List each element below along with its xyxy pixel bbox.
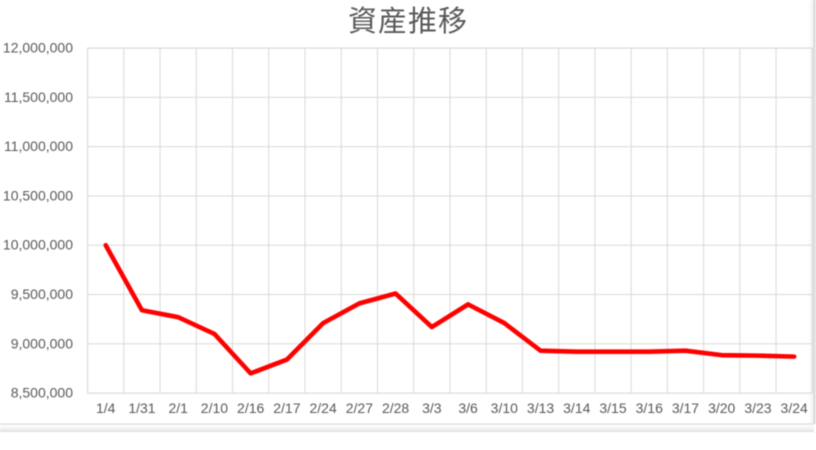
svg-text:3/17: 3/17: [672, 400, 699, 416]
svg-text:2/28: 2/28: [382, 400, 409, 416]
svg-text:8,500,000: 8,500,000: [11, 385, 73, 401]
svg-text:2/24: 2/24: [310, 400, 337, 416]
svg-text:9,000,000: 9,000,000: [11, 335, 73, 351]
svg-text:2/17: 2/17: [273, 400, 300, 416]
svg-text:3/6: 3/6: [458, 400, 478, 416]
svg-text:3/20: 3/20: [708, 400, 735, 416]
svg-text:3/15: 3/15: [599, 400, 626, 416]
svg-text:3/13: 3/13: [527, 400, 554, 416]
svg-text:10,000,000: 10,000,000: [3, 237, 73, 253]
svg-text:2/16: 2/16: [237, 400, 264, 416]
svg-text:1/31: 1/31: [128, 400, 155, 416]
svg-text:11,000,000: 11,000,000: [4, 138, 73, 154]
svg-text:12,000,000: 12,000,000: [3, 40, 73, 56]
svg-text:2/27: 2/27: [346, 400, 373, 416]
svg-text:3/3: 3/3: [422, 400, 442, 416]
svg-text:2/1: 2/1: [168, 400, 188, 416]
svg-text:1/4: 1/4: [96, 400, 116, 416]
svg-text:3/10: 3/10: [491, 400, 518, 416]
svg-text:3/23: 3/23: [744, 400, 771, 416]
svg-text:11,500,000: 11,500,000: [4, 89, 73, 105]
svg-text:3/14: 3/14: [563, 400, 590, 416]
svg-text:3/16: 3/16: [636, 400, 663, 416]
svg-text:9,500,000: 9,500,000: [11, 286, 73, 302]
svg-text:10,500,000: 10,500,000: [3, 187, 73, 203]
svg-text:3/24: 3/24: [781, 400, 808, 416]
svg-text:2/10: 2/10: [201, 400, 228, 416]
